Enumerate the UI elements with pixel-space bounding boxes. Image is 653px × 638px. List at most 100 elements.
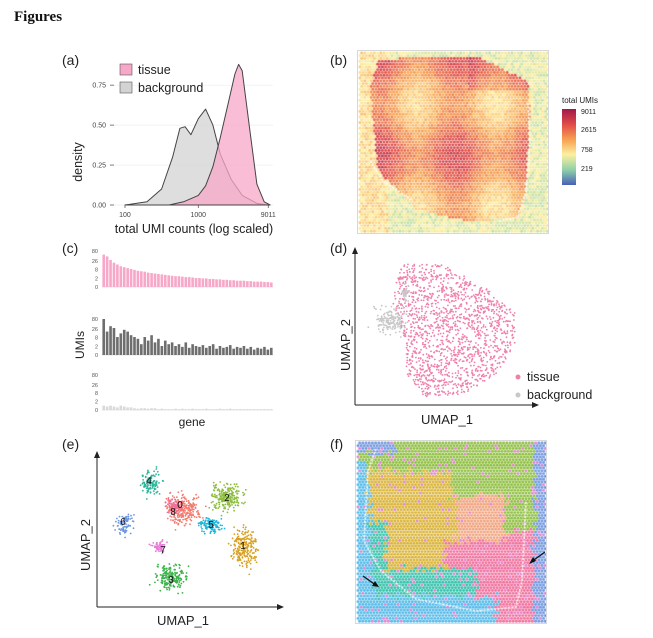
- umap-point-tissue: [484, 344, 487, 347]
- umap-point-tissue: [442, 306, 445, 309]
- umap-point-tissue: [472, 384, 475, 386]
- umap-point-cluster: [118, 515, 121, 518]
- umap-point-tissue: [416, 280, 419, 283]
- umap-point-tissue: [456, 328, 459, 331]
- umap-point-tissue: [469, 326, 472, 328]
- bar-tissue: [232, 280, 235, 287]
- umap-point-tissue: [451, 315, 454, 317]
- umap-point-tissue: [482, 379, 484, 382]
- bar-low: [201, 409, 205, 411]
- density-x-tick: 9011: [261, 212, 276, 219]
- umap-point-tissue: [439, 354, 442, 357]
- umap-point-cluster: [241, 556, 244, 559]
- umap-point-cluster: [241, 543, 244, 546]
- umap-point-tissue: [438, 290, 441, 292]
- bar-background: [133, 337, 136, 355]
- umap-point-cluster: [225, 491, 228, 494]
- umap-point-tissue: [405, 275, 407, 278]
- umap-point-background: [392, 315, 395, 318]
- umap-point-cluster: [238, 564, 241, 567]
- umap-point-cluster: [187, 565, 190, 568]
- umap-point-cluster: [154, 488, 157, 490]
- umap-point-tissue: [474, 310, 477, 312]
- umap-point-cluster: [167, 498, 170, 501]
- bar-tissue: [157, 273, 160, 287]
- umap-point-tissue: [429, 312, 432, 315]
- bar-low: [177, 409, 181, 411]
- umap-point-cluster: [166, 588, 168, 591]
- umap-point-tissue: [424, 273, 427, 276]
- umap-point-cluster: [229, 483, 232, 486]
- umap-point-cluster: [168, 568, 170, 571]
- umap-point-tissue: [465, 382, 468, 385]
- umap-point-tissue: [502, 320, 505, 323]
- umap-point-cluster: [153, 470, 155, 473]
- umap-point-tissue: [403, 329, 405, 332]
- umap-point-tissue: [430, 279, 432, 282]
- panel-label-c: (c): [62, 240, 79, 256]
- umap-point-cluster: [205, 523, 208, 525]
- umap-point-cluster: [245, 566, 248, 569]
- umap-point-tissue: [453, 313, 456, 316]
- umap-point-tissue: [468, 297, 471, 300]
- umap-point-tissue: [485, 353, 487, 356]
- bar-tissue: [208, 278, 212, 287]
- umap-point-tissue: [471, 289, 474, 291]
- umap-point-background: [389, 327, 392, 329]
- umap-point-cluster: [114, 529, 116, 531]
- umap-point-tissue: [496, 350, 499, 353]
- umap-point-tissue: [440, 371, 443, 374]
- umap-point-tissue: [455, 333, 458, 336]
- umap-point-tissue: [498, 310, 501, 313]
- bar-low: [160, 408, 164, 410]
- umap-point-cluster: [236, 533, 239, 536]
- umap-point-cluster: [148, 583, 151, 586]
- umap-point-cluster: [129, 518, 132, 520]
- umap-point-background: [384, 333, 387, 336]
- umap-point-cluster: [230, 555, 233, 558]
- umap-point-tissue: [472, 348, 474, 350]
- umap-point-tissue: [406, 274, 409, 277]
- umap-point-cluster: [247, 530, 250, 532]
- umap-point-background: [387, 311, 390, 314]
- umap-point-tissue: [407, 335, 410, 337]
- umap-point-tissue: [483, 295, 486, 298]
- umap-point-tissue: [433, 286, 435, 289]
- umap-point-tissue: [416, 285, 419, 287]
- umap-point-cluster: [237, 535, 240, 538]
- colorbar-gradient: [562, 109, 576, 185]
- umap-point-tissue: [461, 341, 464, 344]
- umap-point-cluster: [152, 483, 155, 485]
- umap-point-tissue: [471, 358, 473, 361]
- umap-point-tissue: [428, 345, 431, 347]
- bar-background: [126, 331, 129, 355]
- umap-point-tissue: [445, 293, 447, 295]
- bar-background: [249, 346, 253, 355]
- umap-point-tissue: [420, 333, 423, 336]
- umap-point-tissue: [420, 294, 423, 296]
- bar-tissue: [246, 281, 249, 287]
- umap-point-background: [389, 314, 392, 317]
- umap-point-cluster: [166, 578, 169, 581]
- umap-point-cluster: [127, 525, 130, 527]
- umap-point-background: [389, 319, 392, 322]
- umap-point-cluster: [241, 532, 243, 535]
- umap-point-tissue: [402, 332, 405, 334]
- umap-point-tissue: [425, 331, 428, 333]
- umap-point-tissue: [410, 366, 413, 369]
- umap-point-tissue: [456, 325, 459, 328]
- umap-point-cluster: [175, 518, 178, 521]
- umap-point-tissue: [399, 285, 402, 288]
- umap-point-background: [397, 317, 400, 319]
- umap-point-tissue: [462, 279, 465, 281]
- umap-point-tissue: [504, 357, 507, 360]
- umap-point-tissue: [403, 265, 405, 268]
- umap-point-tissue: [477, 309, 479, 312]
- umap-point-tissue: [447, 298, 450, 301]
- umap-point-tissue: [451, 372, 454, 375]
- umap-point-tissue: [457, 364, 459, 367]
- umap-point-tissue: [450, 295, 452, 298]
- umap-point-cluster: [182, 493, 184, 496]
- umap-point-cluster: [163, 586, 165, 588]
